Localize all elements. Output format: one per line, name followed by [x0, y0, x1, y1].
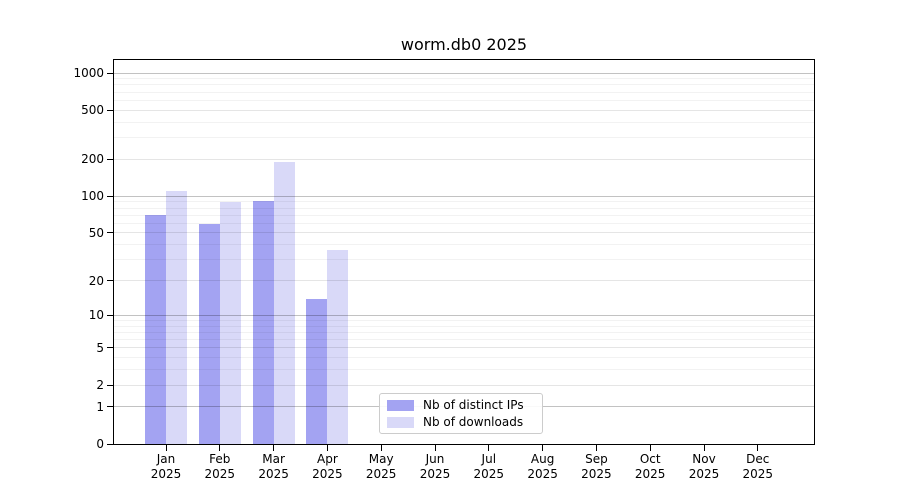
legend-label-distinct-ips: Nb of distinct IPs: [423, 398, 524, 412]
y-tick-label-5: 5: [96, 340, 104, 355]
y-tick-0: [107, 443, 113, 445]
x-tick-dec: [757, 445, 759, 451]
y-tick-label-2: 2: [96, 378, 104, 392]
gridline-400: [114, 121, 814, 123]
y-tick-10: [107, 314, 113, 316]
x-tick-label-dec: Dec 2025: [742, 452, 774, 481]
bar-distinct-ips-mar: [252, 201, 274, 444]
x-tick-nov: [703, 445, 705, 451]
gridline-900: [114, 78, 814, 80]
bar-distinct-ips-apr: [306, 298, 328, 444]
y-tick-1: [107, 406, 113, 408]
bar-downloads-jan: [166, 191, 187, 444]
bar-distinct-ips-jan: [145, 215, 166, 444]
gridline-500: [114, 109, 814, 111]
y-tick-500: [107, 109, 113, 111]
y-tick-50: [107, 232, 113, 234]
bar-downloads-feb: [219, 201, 241, 444]
x-tick-label-aug: Aug 2025: [527, 452, 558, 481]
y-tick-label-1: 1: [96, 399, 104, 414]
legend: Nb of distinct IPs Nb of downloads: [379, 393, 543, 434]
legend-swatch-distinct-ips: [387, 399, 414, 411]
x-tick-oct: [649, 445, 651, 451]
gridline-1000: [114, 72, 814, 74]
x-tick-sep: [595, 445, 597, 451]
x-tick-apr: [326, 445, 328, 451]
y-tick-label-500: 500: [81, 103, 104, 118]
y-tick-5: [107, 347, 113, 349]
gridline-600: [114, 99, 814, 101]
x-tick-feb: [219, 445, 221, 451]
x-tick-may: [380, 445, 382, 451]
chart-title: worm.db0 2025: [400, 35, 528, 54]
y-tick-label-10: 10: [88, 308, 104, 323]
x-tick-label-jul: Jul 2025: [473, 452, 505, 481]
x-tick-label-sep: Sep 2025: [581, 452, 612, 481]
x-tick-label-mar: Mar 2025: [258, 452, 289, 481]
x-tick-label-jun: Jun 2025: [419, 452, 451, 481]
x-tick-label-may: May 2025: [365, 452, 397, 481]
x-tick-label-nov: Nov 2025: [688, 452, 720, 481]
y-tick-label-0: 0: [96, 437, 104, 451]
x-tick-aug: [542, 445, 544, 451]
x-tick-jun: [434, 445, 436, 451]
bar-distinct-ips-feb: [198, 224, 220, 444]
y-tick-label-100: 100: [81, 189, 104, 204]
gridline-100: [114, 195, 814, 197]
y-tick-label-1000: 1000: [73, 66, 104, 80]
y-tick-label-200: 200: [81, 152, 104, 167]
x-tick-jul: [488, 445, 490, 451]
legend-label-downloads: Nb of downloads: [423, 415, 524, 429]
y-tick-1000: [107, 72, 113, 74]
x-tick-jan: [165, 445, 167, 451]
legend-swatch-downloads: [387, 416, 414, 428]
gridline-700: [114, 91, 814, 93]
x-tick-label-jan: Jan 2025: [150, 452, 182, 481]
gridline-200: [114, 158, 814, 160]
x-tick-label-oct: Oct 2025: [634, 452, 666, 481]
legend-item-distinct-ips: Nb of distinct IPs: [380, 398, 542, 412]
y-tick-100: [107, 195, 113, 197]
x-tick-mar: [273, 445, 275, 451]
y-tick-label-20: 20: [88, 273, 104, 288]
legend-item-downloads: Nb of downloads: [380, 415, 542, 429]
bar-downloads-mar: [273, 161, 295, 444]
x-tick-label-apr: Apr 2025: [312, 452, 343, 481]
plot-area: [107, 59, 815, 451]
y-tick-20: [107, 280, 113, 281]
y-tick-200: [107, 158, 113, 160]
gridline-300: [114, 137, 814, 139]
bar-downloads-apr: [327, 250, 349, 444]
y-tick-label-50: 50: [88, 225, 104, 240]
x-tick-label-feb: Feb 2025: [204, 452, 236, 481]
gridline-800: [114, 84, 814, 86]
y-tick-2: [107, 384, 113, 386]
